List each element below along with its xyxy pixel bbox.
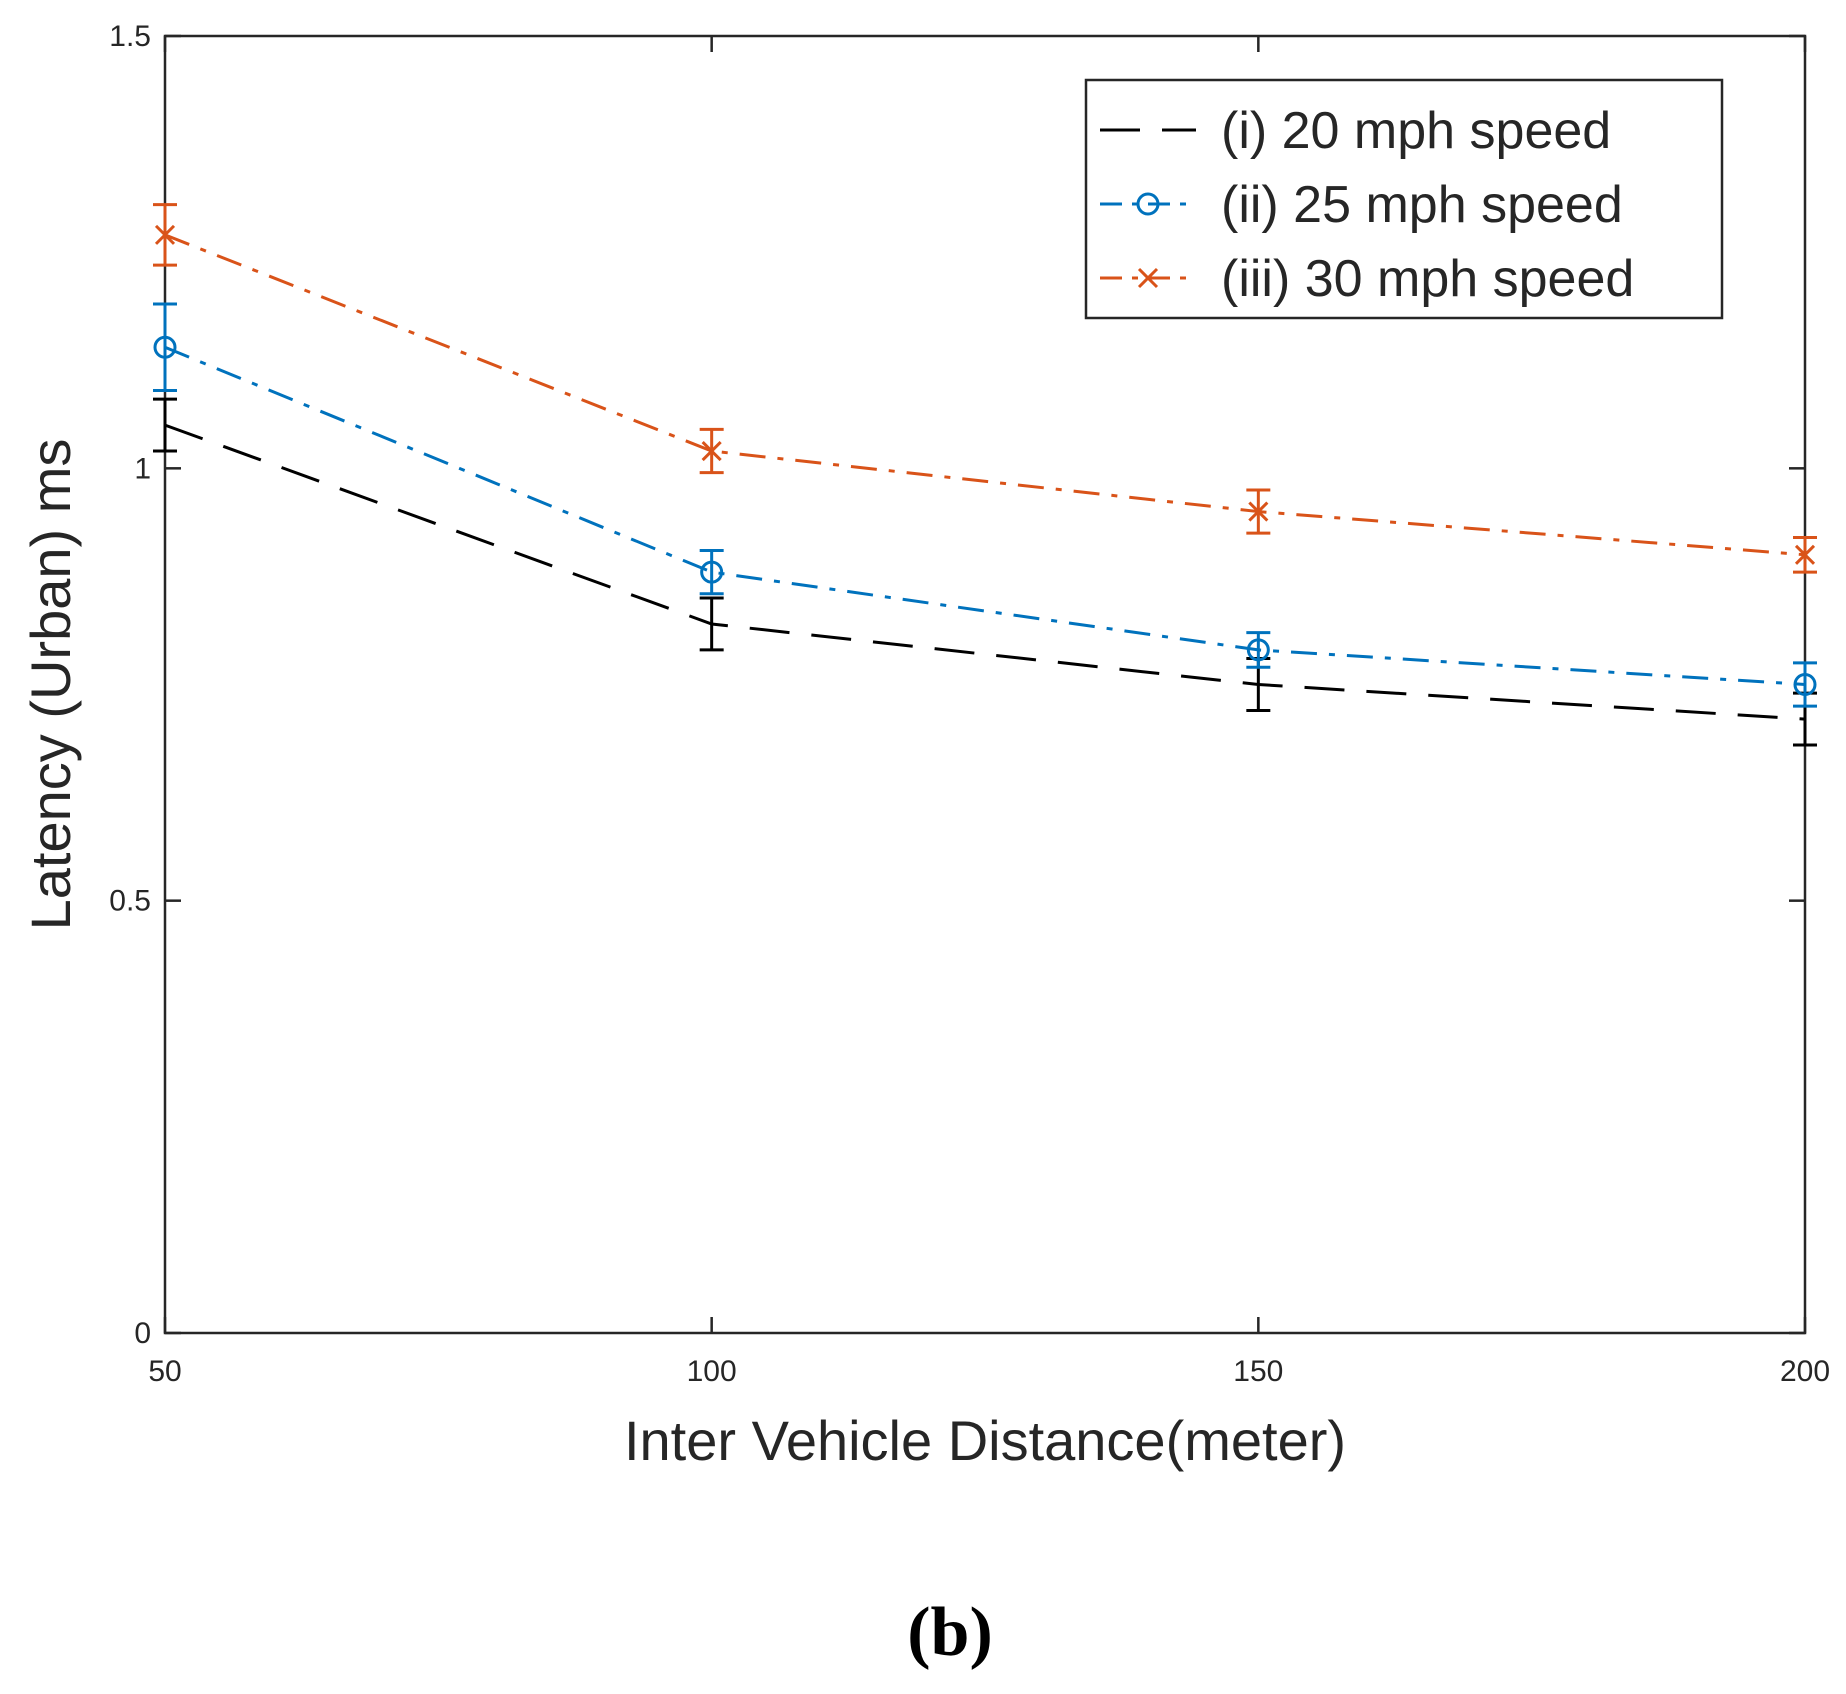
error-bar <box>1793 661 1817 708</box>
series-line <box>164 423 1806 721</box>
series-3 <box>153 203 1817 574</box>
data-point-marker <box>1794 544 1816 565</box>
data-point-marker <box>154 224 176 245</box>
legend-item: (i) 20 mph speed <box>1100 102 1611 160</box>
data-point-marker <box>1793 673 1817 696</box>
y-tick-label: 0.5 <box>109 885 151 918</box>
marker-stroke <box>1248 501 1269 522</box>
error-bar <box>699 596 724 652</box>
y-tick-label: 1.5 <box>109 20 151 53</box>
x-axis-label: Inter Vehicle Distance(meter) <box>624 1409 1346 1472</box>
series-2 <box>153 302 1817 708</box>
x-tick-label: 200 <box>1780 1355 1830 1388</box>
y-axis-label: Latency (Urban) ms <box>19 439 82 931</box>
marker-stroke <box>1794 544 1816 565</box>
legend-item: (ii) 25 mph speed <box>1100 176 1623 234</box>
x-tick-label: 100 <box>687 1355 737 1388</box>
marker-stroke <box>154 224 176 245</box>
error-bar <box>1246 631 1271 669</box>
y-tick-label: 1 <box>134 452 151 485</box>
legend-label: (i) 20 mph speed <box>1221 102 1611 160</box>
legend-label: (ii) 25 mph speed <box>1221 176 1623 234</box>
error-bar <box>153 397 177 453</box>
series-layer <box>153 203 1817 747</box>
error-bar <box>699 548 724 596</box>
data-point-marker <box>701 440 722 462</box>
legend-box <box>1084 78 1724 320</box>
x-tick-label: 150 <box>1233 1355 1283 1388</box>
x-tick-label: 50 <box>148 1355 181 1388</box>
data-point-marker <box>1248 501 1269 522</box>
marker-stroke <box>701 440 722 462</box>
series-line <box>164 345 1806 686</box>
data-point-marker <box>1136 192 1160 216</box>
marker-stroke <box>1137 267 1159 289</box>
panel-label: (b) <box>907 1594 993 1671</box>
data-point-marker <box>1246 638 1270 662</box>
legend: (i) 20 mph speed (ii) 25 mph speed (iii) 3… <box>1084 78 1724 320</box>
axes: 50 100 150 200 0 0.5 1 1.5 <box>109 20 1830 1388</box>
y-tick-label: 0 <box>134 1317 151 1350</box>
data-point-marker <box>1137 267 1159 289</box>
error-bar <box>153 302 177 393</box>
legend-item: (iii) 30 mph speed <box>1100 250 1634 308</box>
series-1 <box>153 397 1817 747</box>
data-point-marker <box>153 335 177 359</box>
series-line <box>164 233 1806 557</box>
data-point-marker <box>700 560 724 584</box>
legend-label: (iii) 30 mph speed <box>1221 250 1634 308</box>
